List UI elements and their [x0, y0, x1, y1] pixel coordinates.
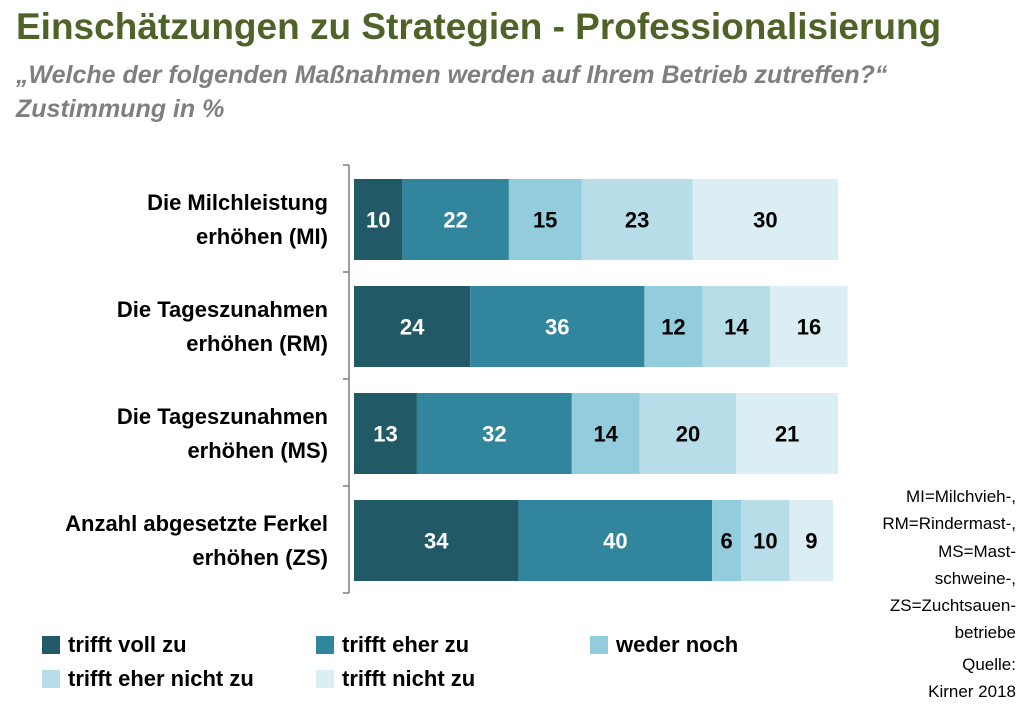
bar-segment [789, 500, 834, 581]
data-label: 14 [593, 422, 618, 447]
bar-segment [508, 179, 582, 260]
bar-segment [354, 179, 403, 260]
data-label: 40 [603, 529, 627, 554]
data-label: 34 [424, 529, 449, 554]
data-label: 30 [753, 208, 777, 233]
abbreviation-note-line: betriebe [954, 623, 1016, 643]
bar-segment [639, 393, 737, 474]
source-label: Quelle: [962, 655, 1016, 674]
legend-item: trifft voll zu [42, 632, 187, 658]
category-label: Die Tageszunahmen erhöhen (MS) [20, 400, 328, 468]
data-label: 24 [400, 315, 425, 340]
data-label: 10 [753, 529, 777, 554]
source-note: Quelle: Kirner 2018 [836, 651, 1016, 705]
abbreviation-note-line: RM=Rindermast-, [882, 514, 1016, 534]
bar-segment [712, 500, 742, 581]
category-label: Die Milchleistung erhöhen (MI) [20, 186, 328, 254]
category-label-line: erhöhen (MI) [196, 223, 328, 249]
abbreviation-note-line: ZS=Zuchtsauen- [889, 596, 1016, 616]
bar-segment [416, 393, 572, 474]
data-label: 23 [625, 208, 649, 233]
chart-title: Einschätzungen zu Strategien - Professio… [16, 6, 942, 47]
category-label-line: erhöhen (RM) [186, 330, 328, 356]
bar-segment [571, 393, 640, 474]
legend-label: weder noch [616, 632, 739, 657]
data-label: 32 [482, 422, 506, 447]
abbreviation-note-line: schweine-, [934, 568, 1016, 588]
bar-segment [354, 500, 519, 581]
data-label: 36 [545, 315, 569, 340]
bar-segment [581, 179, 693, 260]
legend-swatch [590, 636, 608, 654]
bar-segment [402, 179, 509, 260]
subtitle-unit: Zustimmung in % [16, 95, 225, 123]
legend-item: trifft eher nicht zu [42, 666, 254, 692]
data-label: 12 [661, 315, 685, 340]
legend-swatch [42, 636, 60, 654]
category-label-line: Die Milchleistung [147, 189, 328, 215]
legend-label: trifft eher zu [342, 632, 470, 657]
legend-item: trifft nicht zu [316, 666, 475, 692]
data-label: 20 [676, 422, 700, 447]
legend-swatch [316, 670, 334, 688]
data-label: 14 [724, 315, 749, 340]
bar-segment [702, 286, 771, 367]
category-label-line: erhöhen (ZS) [192, 544, 328, 570]
bar-segment [518, 500, 713, 581]
data-label: 13 [373, 422, 397, 447]
data-label: 10 [366, 208, 390, 233]
category-label-line: Anzahl abgesetzte Ferkel [65, 510, 328, 536]
abbreviation-note-line: MI=Milchvieh-, [905, 487, 1016, 506]
abbreviation-note: MI=Milchvieh-, RM=Rindermast-, MS=Mast-sch… [836, 483, 1016, 647]
bar-segment [354, 286, 471, 367]
data-label: 22 [443, 208, 467, 233]
bar-segment [741, 500, 790, 581]
data-label: 21 [775, 422, 799, 447]
category-label-line: erhöhen (MS) [187, 437, 328, 463]
data-label: 9 [805, 529, 817, 554]
data-label: 6 [721, 529, 733, 554]
legend-swatch [42, 670, 60, 688]
bar-segment [644, 286, 703, 367]
data-label: 15 [533, 208, 557, 233]
category-label: Anzahl abgesetzte Ferkel erhöhen (ZS) [20, 507, 328, 575]
bar-segment [692, 179, 838, 260]
data-label: 16 [797, 315, 821, 340]
source-citation: Kirner 2018 [928, 682, 1016, 701]
legend-swatch [316, 636, 334, 654]
legend-label: trifft nicht zu [342, 666, 476, 691]
legend-item: weder noch [590, 632, 738, 658]
category-label: Die Tageszunahmen erhöhen (RM) [20, 293, 328, 361]
chart-subtitle: „Welche der folgenden Maßnahmen werden a… [16, 58, 887, 126]
abbreviation-note-line: MS=Mast- [938, 541, 1016, 561]
category-label-line: Die Tageszunahmen [116, 403, 328, 429]
legend-label: trifft eher nicht zu [68, 666, 254, 691]
bar-segment [736, 393, 838, 474]
category-label-line: Die Tageszunahmen [116, 296, 328, 322]
legend-item: trifft eher zu [316, 632, 469, 658]
bar-segment [770, 286, 848, 367]
bar-segment [354, 393, 417, 474]
subtitle-question: „Welche der folgenden Maßnahmen werden a… [16, 61, 888, 89]
bar-segment [470, 286, 645, 367]
legend-label: trifft voll zu [68, 632, 187, 657]
